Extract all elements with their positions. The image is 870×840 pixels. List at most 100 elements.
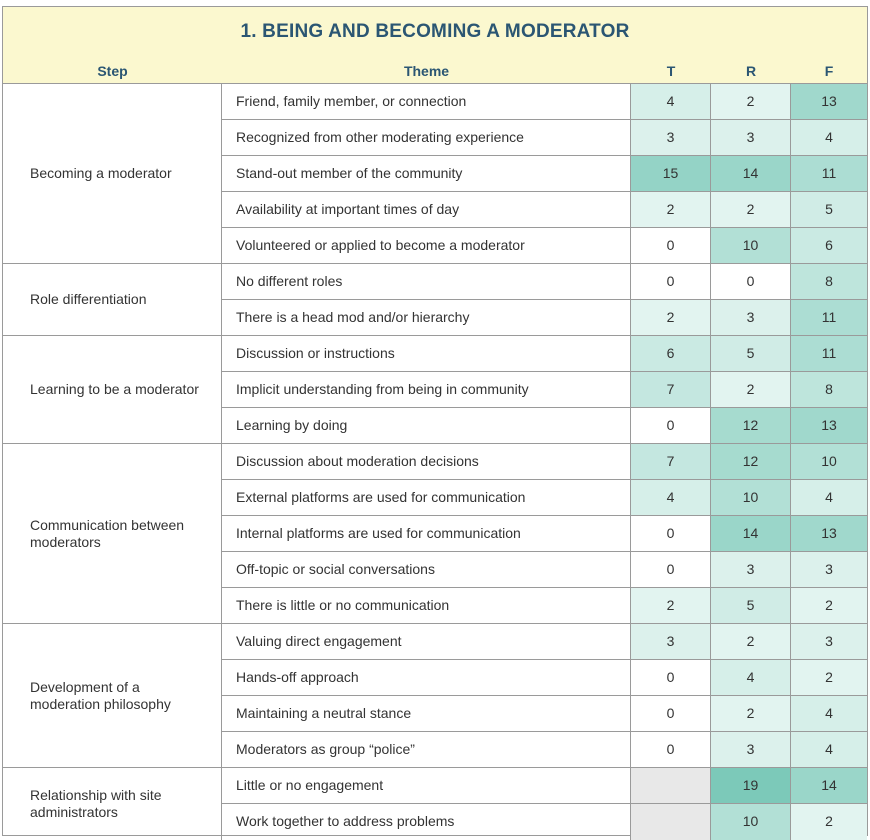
count-cell-r: 2 [711,624,791,659]
table-row: Work together to address problems 10 2 [222,804,867,840]
table-header: 1. BEING AND BECOMING A MODERATOR Step T… [3,7,867,84]
step-cell: Becoming a moderator [3,84,222,264]
count-cell-t: 0 [631,552,711,587]
count-cell-t: 7 [631,372,711,407]
count-cell-r: 12 [711,408,791,443]
step-label: Communication between moderators [30,516,185,550]
count-cell-r: 2 [711,696,791,731]
table-row: Availability at important times of day 2 2… [222,192,867,228]
table-row: Valuing direct engagement 3 2 3 [222,624,867,660]
count-cell-r: 14 [711,516,791,551]
count-cell-f: 11 [791,336,867,371]
table-row: Maintaining a neutral stance 0 2 4 [222,696,867,732]
table-row: Hands-off approach 0 4 2 [222,660,867,696]
count-cell-f: 2 [791,588,867,623]
table-row: There is a head mod and/or hierarchy 2 3 11 [222,300,867,336]
count-cell-r: 14 [711,156,791,191]
count-cell-t: 6 [631,336,711,371]
count-cell-f: 8 [791,264,867,299]
table-row: Little or no engagement 19 14 [222,768,867,804]
table-row: There is little or no communication 2 5 2 [222,588,867,624]
step-cell: Development of a moderation philosophy [3,624,222,768]
count-cell-f: 10 [791,444,867,479]
table-row: Volunteered or applied to become a moder… [222,228,867,264]
count-cell-r: 5 [711,588,791,623]
count-cell-r: 2 [711,84,791,119]
theme-cell: Friend, family member, or connection [222,84,631,119]
theme-cell: No different roles [222,264,631,299]
count-cell-t: 0 [631,516,711,551]
table-row: Discussion about moderation decisions 7 12… [222,444,867,480]
count-cell-r: 3 [711,552,791,587]
theme-cell: Availability at important times of day [222,192,631,227]
theme-cell: Valuing direct engagement [222,624,631,659]
count-cell-r: 3 [711,732,791,767]
theme-cell: Implicit understanding from being in com… [222,372,631,407]
theme-cell: Internal platforms are used for communic… [222,516,631,551]
theme-cell: Moderators as group “police” [222,732,631,767]
theme-cell: Recognized from other moderating experie… [222,120,631,155]
count-cell-r: 5 [711,336,791,371]
step-cell: Learning to be a moderator [3,336,222,444]
count-cell-t: 2 [631,588,711,623]
table-row: Discussion or instructions 6 5 11 [222,336,867,372]
theme-cell: Learning by doing [222,408,631,443]
column-header-t: T [666,63,676,79]
count-cell-r: 2 [711,372,791,407]
count-cell-r: 2 [711,192,791,227]
table-row: Implicit understanding from being in com… [222,372,867,408]
count-cell-t [631,804,711,840]
count-cell-f: 6 [791,228,867,263]
table-title: 1. BEING AND BECOMING A MODERATOR [240,21,630,42]
count-cell-f: 4 [791,480,867,515]
count-cell-t: 3 [631,120,711,155]
step-label: Relationship with site administrators [30,787,162,820]
step-label: Development of a moderation philosophy [30,678,171,712]
column-header-theme: Theme [403,63,450,79]
count-cell-f: 11 [791,300,867,335]
count-cell-r: 19 [711,768,791,803]
theme-cell: There is a head mod and/or hierarchy [222,300,631,335]
step-label: Learning to be a moderator [30,381,199,397]
step-cell: Communication between moderators [3,444,222,624]
count-cell-r: 10 [711,228,791,263]
table-row: Recognized from other moderating experie… [222,120,867,156]
count-cell-r: 10 [711,480,791,515]
count-cell-r: 10 [711,804,791,840]
count-cell-t: 7 [631,444,711,479]
count-cell-t: 0 [631,408,711,443]
count-cell-f: 13 [791,516,867,551]
theme-cell: Off-topic or social conversations [222,552,631,587]
table-row: External platforms are used for communic… [222,480,867,516]
column-header-r: R [745,63,757,79]
theme-cell: Work together to address problems [222,804,631,840]
count-cell-r: 4 [711,660,791,695]
table-frame: 1. BEING AND BECOMING A MODERATOR Step T… [2,6,868,840]
step-cell: Relationship with site administrators [3,768,222,840]
theme-cell: External platforms are used for communic… [222,480,631,515]
theme-cell: There is little or no communication [222,588,631,623]
count-cell-t: 2 [631,192,711,227]
count-cell-t: 0 [631,264,711,299]
table-row: Friend, family member, or connection 4 2 13 [222,84,867,120]
count-cell-t: 0 [631,228,711,263]
count-cell-t: 3 [631,624,711,659]
step-label: Becoming a moderator [30,165,172,181]
table-row: Moderators as group “police” 0 3 4 [222,732,867,768]
count-cell-f: 4 [791,696,867,731]
count-cell-f: 13 [791,84,867,119]
table-row: Stand-out member of the community 15 14 11 [222,156,867,192]
count-cell-t: 15 [631,156,711,191]
count-cell-t: 4 [631,84,711,119]
step-label: Role differentiation [30,291,147,307]
theme-cell: Maintaining a neutral stance [222,696,631,731]
count-cell-t: 2 [631,300,711,335]
count-cell-t: 0 [631,696,711,731]
theme-cell: Discussion about moderation decisions [222,444,631,479]
count-cell-t: 0 [631,660,711,695]
table-row: Learning by doing 0 12 13 [222,408,867,444]
count-cell-f: 4 [791,120,867,155]
table-row: Off-topic or social conversations 0 3 3 [222,552,867,588]
column-header-step: Step [97,63,128,79]
count-cell-r: 0 [711,264,791,299]
